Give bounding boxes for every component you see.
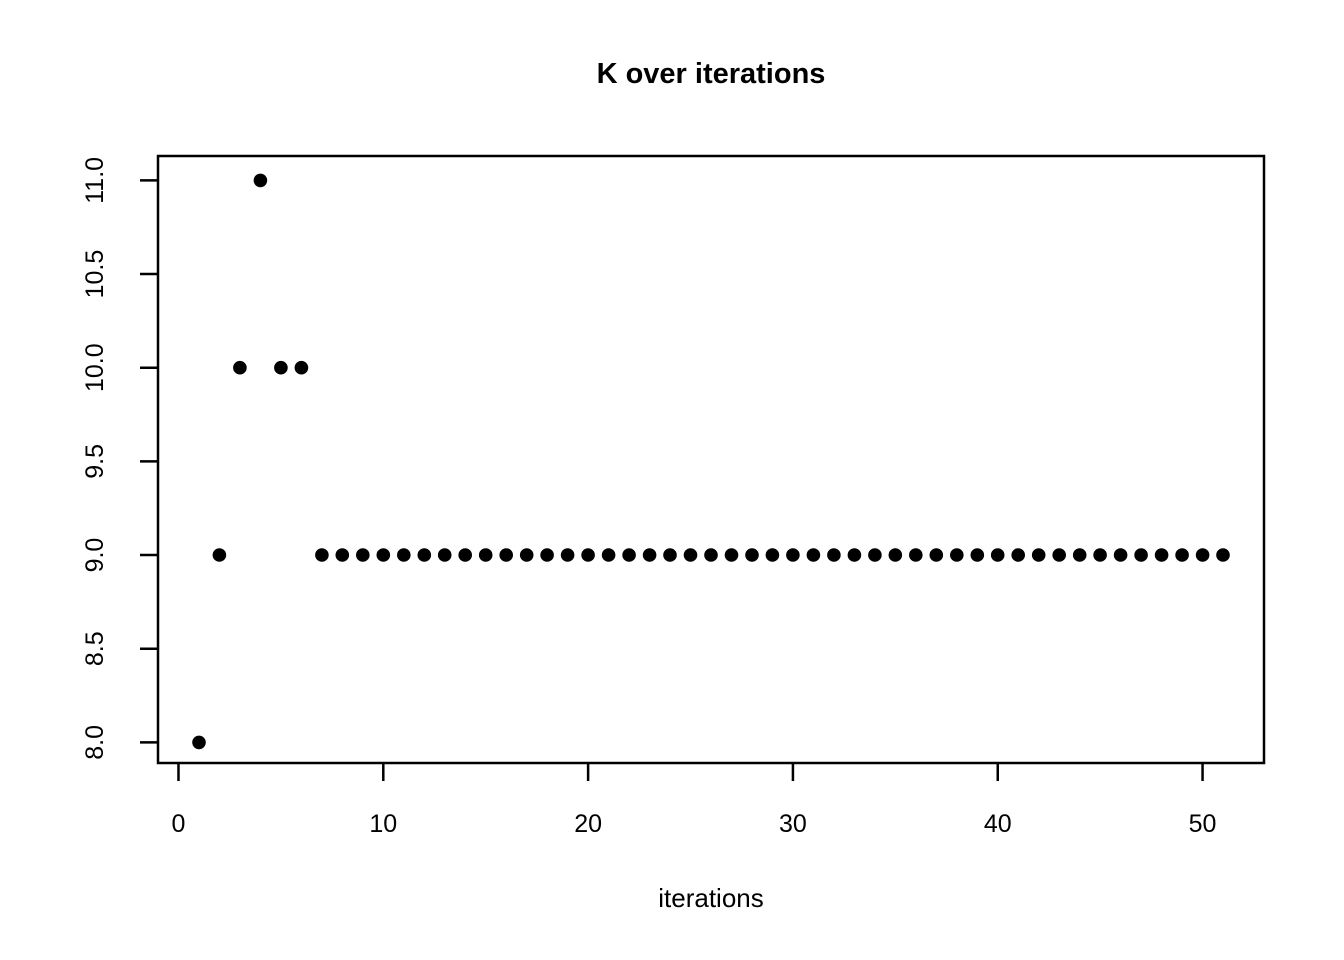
data-point	[335, 548, 350, 562]
data-point	[376, 548, 391, 562]
x-tick-label: 0	[172, 810, 186, 838]
x-tick-label: 20	[574, 810, 602, 838]
data-point	[683, 548, 698, 562]
x-axis-label: iterations	[658, 883, 764, 913]
data-point	[990, 548, 1005, 562]
data-point	[212, 548, 227, 562]
x-tick-label: 10	[369, 810, 397, 838]
plot-box	[156, 154, 1266, 765]
data-point	[868, 548, 882, 562]
data-point	[1011, 548, 1025, 562]
data-point	[1175, 548, 1189, 562]
data-point	[540, 548, 554, 562]
y-tick-label: 10.0	[81, 343, 109, 392]
chart-title: K over iterations	[596, 58, 826, 90]
data-point	[909, 548, 923, 562]
data-point	[560, 548, 575, 562]
data-point	[1093, 548, 1107, 562]
data-point	[704, 548, 718, 562]
data-point	[1052, 548, 1066, 562]
data-point	[233, 360, 247, 375]
data-point	[806, 548, 821, 562]
data-point	[192, 735, 206, 750]
data-point	[417, 548, 432, 562]
data-point	[581, 548, 595, 562]
data-point	[274, 360, 288, 375]
data-point	[622, 548, 636, 562]
data-point	[397, 548, 411, 562]
x-tick-label: 50	[1189, 810, 1217, 838]
data-point	[519, 548, 534, 562]
data-point	[950, 548, 964, 562]
data-point	[294, 360, 309, 375]
data-point	[478, 548, 493, 562]
data-point	[827, 548, 841, 562]
y-tick-label: 11.0	[81, 157, 109, 204]
x-tick-label: 40	[984, 810, 1012, 838]
data-point	[1072, 548, 1087, 562]
data-point	[970, 548, 985, 562]
data-point	[663, 548, 677, 562]
data-point	[786, 548, 800, 562]
data-point	[601, 548, 616, 562]
y-tick-label: 8.0	[81, 725, 109, 760]
y-tick-label: 9.5	[81, 444, 109, 479]
data-point	[847, 548, 862, 562]
y-tick-label: 10.5	[81, 250, 109, 299]
data-point	[888, 548, 903, 562]
data-point	[253, 173, 268, 188]
data-point	[765, 548, 780, 562]
data-point	[499, 548, 513, 562]
data-point	[1216, 548, 1230, 562]
data-point	[1195, 548, 1210, 562]
data-point	[356, 548, 370, 562]
data-point	[315, 548, 329, 562]
data-point	[1154, 548, 1169, 562]
y-tick-label: 9.0	[81, 538, 109, 573]
data-point	[1134, 548, 1148, 562]
x-tick-label: 30	[779, 810, 807, 838]
data-point	[929, 548, 944, 562]
data-point	[642, 548, 657, 562]
y-tick-label: 8.5	[81, 631, 109, 666]
data-point	[1113, 548, 1128, 562]
data-point	[437, 548, 452, 562]
data-point	[458, 548, 473, 562]
data-point	[745, 548, 759, 562]
data-point	[1031, 548, 1046, 562]
data-point	[724, 548, 739, 562]
